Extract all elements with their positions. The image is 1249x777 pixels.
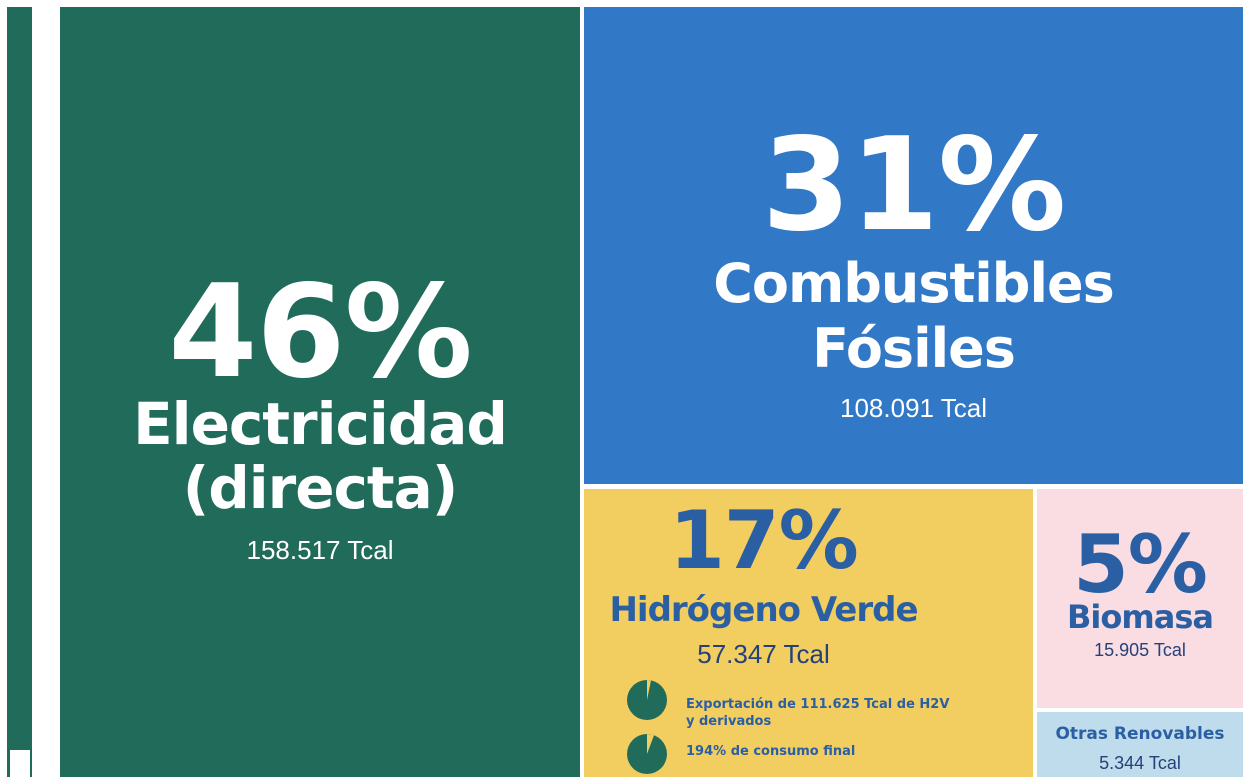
- percent: 46%: [168, 258, 472, 407]
- name: Otras Renovables: [1055, 724, 1225, 744]
- corner-square: [10, 750, 30, 777]
- biomasa-tile: 5% Biomasa 15.905 Tcal: [1037, 489, 1243, 708]
- fosiles-tile: 31% Combustibles Fósiles 108.091 Tcal: [584, 7, 1243, 484]
- hidrogeno-tile: 17% Hidrógeno Verde 57.347 Tcal Exportac…: [584, 489, 1033, 777]
- left-strip: [7, 7, 32, 777]
- note: Exportación de 111.625 Tcal de H2V: [686, 697, 950, 712]
- otras-tile: Otras Renovables 5.344 Tcal: [1037, 712, 1243, 777]
- note: y derivados: [686, 714, 772, 729]
- note: 194% de consumo final: [686, 744, 856, 759]
- percent: 17%: [669, 494, 858, 587]
- percent: 31%: [761, 111, 1066, 260]
- amount: 5.344 Tcal: [1099, 753, 1181, 773]
- name: (directa): [182, 454, 459, 522]
- name: Combustibles: [713, 252, 1115, 315]
- name: Biomasa: [1067, 598, 1214, 636]
- electricidad-tile: 46% Electricidad (directa) 158.517 Tcal: [60, 7, 580, 777]
- name: Electricidad: [133, 390, 508, 458]
- amount: 158.517 Tcal: [246, 535, 394, 565]
- amount: 57.347 Tcal: [697, 639, 830, 669]
- pie-slice: [647, 734, 654, 754]
- name: Fósiles: [812, 317, 1016, 380]
- icons: [627, 680, 667, 774]
- amount: 108.091 Tcal: [840, 393, 987, 423]
- percent: 5%: [1073, 518, 1208, 611]
- pie-slice: [647, 680, 651, 700]
- amount: 15.905 Tcal: [1094, 640, 1186, 660]
- name: Hidrógeno Verde: [609, 590, 918, 630]
